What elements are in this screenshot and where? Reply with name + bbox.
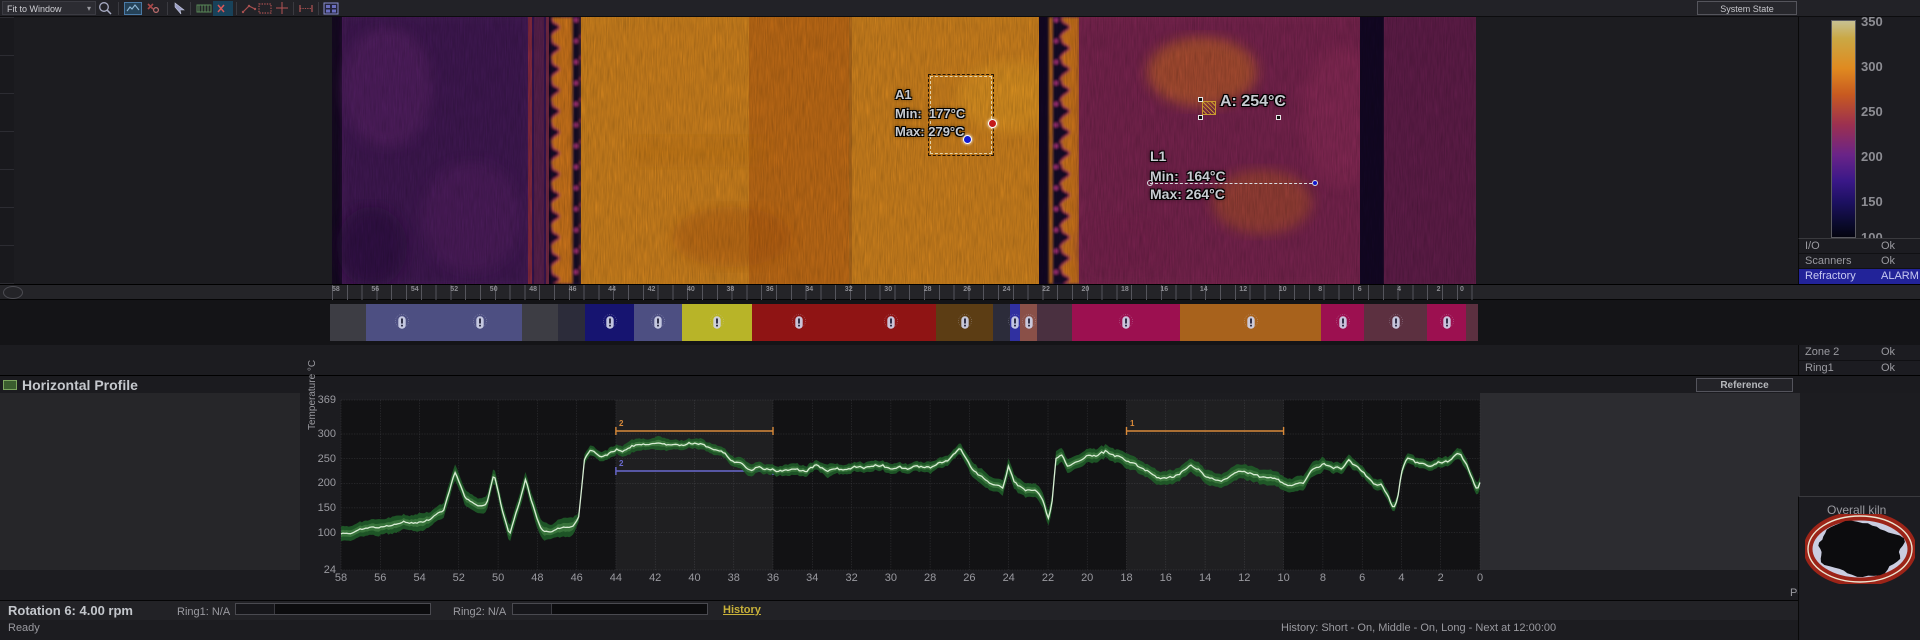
svg-text:2: 2 bbox=[619, 459, 624, 468]
svg-text:2: 2 bbox=[619, 419, 624, 428]
svg-text:1: 1 bbox=[1130, 419, 1135, 428]
